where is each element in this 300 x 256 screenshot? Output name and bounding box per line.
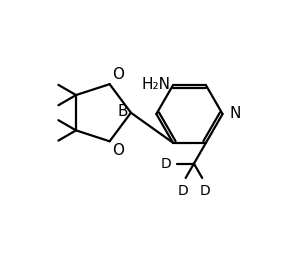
Text: D: D bbox=[160, 157, 171, 170]
Text: O: O bbox=[112, 67, 124, 82]
Text: H₂N: H₂N bbox=[142, 77, 171, 92]
Text: B: B bbox=[118, 104, 128, 119]
Text: D: D bbox=[200, 184, 210, 198]
Text: N: N bbox=[230, 106, 241, 122]
Text: D: D bbox=[178, 184, 188, 198]
Text: O: O bbox=[112, 143, 124, 158]
